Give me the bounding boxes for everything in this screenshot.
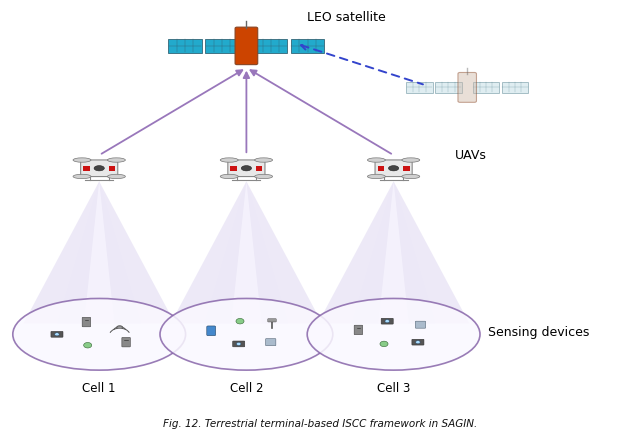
FancyBboxPatch shape [381,318,393,324]
Text: LEO satellite: LEO satellite [307,11,386,24]
FancyBboxPatch shape [81,160,118,177]
Polygon shape [352,181,435,323]
Text: UAVs: UAVs [454,149,486,162]
Ellipse shape [84,343,92,348]
Polygon shape [58,181,141,323]
FancyBboxPatch shape [435,82,461,93]
Ellipse shape [73,174,91,179]
Polygon shape [205,181,288,323]
Bar [109,166,115,171]
Text: Sensing devices: Sensing devices [488,326,589,339]
Bar [403,166,410,171]
Polygon shape [231,181,262,323]
FancyBboxPatch shape [235,27,258,65]
FancyBboxPatch shape [354,325,363,335]
Ellipse shape [220,174,238,179]
Bar [83,166,90,171]
Ellipse shape [236,319,244,324]
Text: Fig. 12. Terrestrial terminal-based ISCC framework in SAGIN.: Fig. 12. Terrestrial terminal-based ISCC… [163,419,477,429]
Ellipse shape [160,298,333,370]
Ellipse shape [94,166,104,171]
Text: Cell 2: Cell 2 [230,382,263,395]
Bar [230,166,237,171]
Ellipse shape [402,174,420,179]
Ellipse shape [241,166,252,171]
FancyBboxPatch shape [268,319,276,322]
Ellipse shape [220,158,238,162]
Ellipse shape [54,333,59,336]
Ellipse shape [255,174,273,179]
Ellipse shape [402,158,420,162]
Ellipse shape [108,174,125,179]
FancyBboxPatch shape [375,160,412,177]
Ellipse shape [13,298,186,370]
FancyBboxPatch shape [266,339,276,346]
FancyBboxPatch shape [205,39,239,53]
Text: Cell 1: Cell 1 [83,382,116,395]
FancyBboxPatch shape [502,82,528,93]
Polygon shape [84,181,115,323]
Ellipse shape [108,158,125,162]
Ellipse shape [307,298,480,370]
Bar [256,166,262,171]
FancyBboxPatch shape [412,339,424,345]
FancyBboxPatch shape [82,317,91,327]
FancyBboxPatch shape [122,337,131,347]
FancyBboxPatch shape [168,39,202,53]
FancyBboxPatch shape [233,341,244,347]
Ellipse shape [255,158,273,162]
Ellipse shape [416,341,420,343]
Polygon shape [24,181,175,323]
Polygon shape [318,181,469,323]
Ellipse shape [73,158,91,162]
Ellipse shape [388,166,399,171]
Ellipse shape [385,320,389,323]
FancyBboxPatch shape [254,39,287,53]
FancyBboxPatch shape [458,73,476,102]
Ellipse shape [380,341,388,347]
FancyBboxPatch shape [207,326,216,336]
Ellipse shape [367,174,385,179]
Text: Cell 3: Cell 3 [377,382,410,395]
FancyBboxPatch shape [291,39,324,53]
FancyBboxPatch shape [406,82,433,93]
Polygon shape [171,181,322,323]
FancyBboxPatch shape [51,331,63,337]
Polygon shape [378,181,409,323]
FancyBboxPatch shape [415,321,426,328]
FancyBboxPatch shape [228,160,265,177]
FancyBboxPatch shape [473,82,499,93]
Ellipse shape [237,343,241,345]
Bar [378,166,384,171]
Ellipse shape [367,158,385,162]
